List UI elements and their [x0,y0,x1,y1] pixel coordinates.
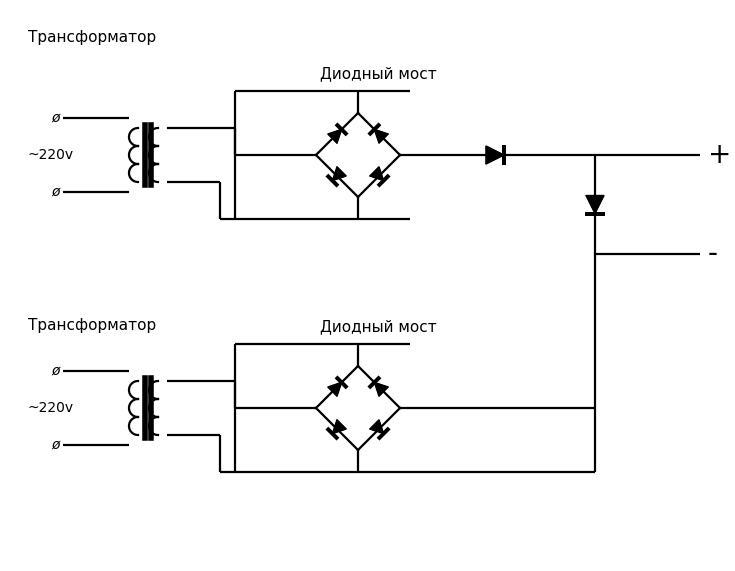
Polygon shape [328,130,342,143]
Text: Диодный мост: Диодный мост [320,66,437,81]
Text: ø: ø [51,438,60,452]
Polygon shape [370,167,384,180]
Polygon shape [374,130,388,143]
Text: ø: ø [51,111,60,125]
Polygon shape [586,195,604,214]
Polygon shape [486,146,504,164]
Text: -: - [708,240,718,268]
Text: ø: ø [51,185,60,199]
Polygon shape [328,383,342,396]
Text: Трансформатор: Трансформатор [28,30,157,45]
Polygon shape [332,420,346,433]
Text: ~220v: ~220v [28,401,74,415]
Text: Трансформатор: Трансформатор [28,318,157,333]
Text: Диодный мост: Диодный мост [320,319,437,334]
Polygon shape [374,383,388,396]
Polygon shape [332,167,346,180]
Polygon shape [370,420,384,433]
Text: ~220v: ~220v [28,148,74,162]
Text: ø: ø [51,364,60,378]
Text: +: + [708,141,731,169]
